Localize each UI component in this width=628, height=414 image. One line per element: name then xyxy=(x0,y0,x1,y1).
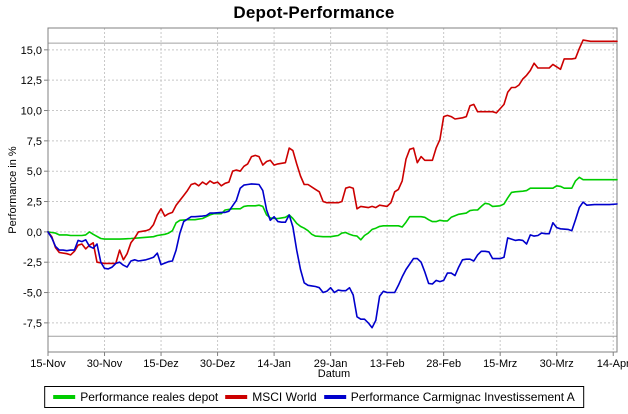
x-tick-label: 30-Dez xyxy=(200,358,235,370)
plot-background xyxy=(48,28,617,352)
y-tick-label: 10,0 xyxy=(21,106,42,118)
x-tick-label: 15-Mrz xyxy=(483,358,517,370)
legend-item: Performance Carmignac Investissement A xyxy=(323,390,575,404)
x-tick-label: 13-Feb xyxy=(370,358,405,370)
x-axis-title: Datum xyxy=(317,368,351,380)
legend-label: MSCI World xyxy=(252,390,317,404)
x-tick-label: 15-Dez xyxy=(143,358,178,370)
legend-swatch xyxy=(53,395,76,399)
y-tick-label: 2,5 xyxy=(27,197,42,209)
y-tick-label: 15,0 xyxy=(21,45,42,57)
y-tick-label: 7,5 xyxy=(27,136,42,148)
y-tick-label: -5,0 xyxy=(23,288,42,300)
plot-canvas: 15-Nov 30-Nov 15-Dez 30-Dez 14-Jan 29-Jan 13-F… xyxy=(21,27,628,370)
x-tick-label: 28-Feb xyxy=(426,358,461,370)
legend-swatch xyxy=(225,395,248,399)
x-tick-label: 15-Nov xyxy=(30,358,66,370)
x-tick-label: 30-Nov xyxy=(87,358,123,370)
y-tick-label: -7,5 xyxy=(23,318,42,330)
x-tick-label: 29-Jan xyxy=(314,358,348,370)
y-tick-label: 0,0 xyxy=(27,227,42,239)
legend-swatch xyxy=(323,395,346,399)
x-tick-label: 14-Jan xyxy=(257,358,291,370)
series-line-msci-world xyxy=(47,39,618,265)
y-axis-title: Performance in % xyxy=(7,146,19,234)
y-tick-label: -2,5 xyxy=(23,257,42,269)
x-tick-label: 14-Apr xyxy=(597,358,628,370)
series-line-performance-carmignac-investissement-a xyxy=(47,183,618,329)
legend-item: Performance reales depot xyxy=(53,390,218,404)
series-line-performance-reales-depot xyxy=(47,176,618,241)
plot-frame xyxy=(47,27,618,353)
y-tick-label: 12,5 xyxy=(21,75,42,87)
x-tick-label: 30-Mrz xyxy=(540,358,574,370)
legend-item: MSCI World xyxy=(225,390,317,404)
legend: Performance reales depot MSCI World Perfor… xyxy=(44,386,584,408)
chart-title: Depot-Performance xyxy=(233,3,395,22)
legend-label: Performance reales depot xyxy=(80,390,219,404)
y-tick-label: 5,0 xyxy=(27,166,42,178)
legend-label: Performance Carmignac Investissement A xyxy=(350,390,575,404)
